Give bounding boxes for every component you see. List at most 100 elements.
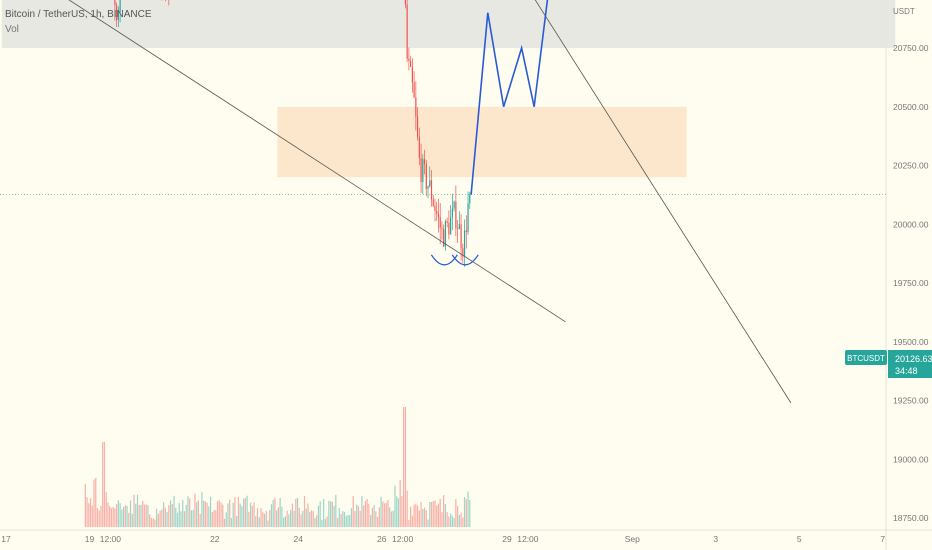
candle-body-198 — [429, 180, 431, 187]
volume-bar-196 — [425, 510, 427, 527]
time-axis[interactable]: 17 19 12:00 22 24 26 12:00 29 12:00 Sep 3 5 7 — [1, 534, 885, 544]
volume-bar-26 — [129, 500, 132, 527]
volume-bar-139 — [326, 516, 328, 527]
volume-bar-73 — [211, 512, 213, 527]
volume-bar-201 — [434, 500, 436, 527]
volume-bar-105 — [267, 520, 269, 527]
volume-bar-86 — [234, 497, 236, 527]
candle-body-202 — [436, 210, 438, 214]
volume-bar-143 — [333, 505, 335, 527]
candle-body-189 — [413, 82, 415, 98]
candle-body-200 — [432, 199, 434, 206]
trendline-1[interactable] — [186, 0, 792, 404]
volume-bar-204 — [439, 498, 441, 527]
ticker-label: BTCUSDT — [847, 354, 885, 363]
volume-bar-159 — [361, 496, 363, 527]
volume-bar-51 — [173, 495, 175, 527]
candle-body-216 — [460, 224, 462, 249]
price-axis[interactable]: 18750.00 19000.00 19250.00 19500.00 19750.00… — [893, 0, 929, 523]
volume-bar-24 — [126, 505, 128, 527]
volume-bar-192 — [418, 510, 420, 527]
y-tick-2: 19250.00 — [893, 396, 929, 406]
volume-bar-150 — [345, 516, 347, 527]
volume-bar-18 — [116, 504, 118, 527]
volume-bar-60 — [189, 498, 191, 527]
x-tick-3: 22 — [210, 534, 220, 544]
volume-bar-72 — [209, 496, 212, 527]
volume-bar-61 — [190, 510, 193, 527]
volume-bar-42 — [157, 513, 159, 527]
volume-bar-140 — [328, 500, 330, 527]
volume-bar-208 — [446, 512, 448, 527]
volume-bar-210 — [450, 513, 452, 527]
volume-bar-64 — [196, 502, 198, 527]
volume-bar-100 — [258, 517, 260, 527]
volume-bar-92 — [244, 497, 246, 527]
volume-bar-7 — [96, 508, 99, 527]
candle-body-19 — [117, 12, 119, 21]
volume-bar-94 — [248, 511, 250, 527]
volume-bar-179 — [396, 496, 398, 527]
volume-bar-119 — [291, 503, 293, 527]
chart-title: Bitcoin / TetherUS, 1h, BINANCE — [5, 9, 152, 20]
trendline-0[interactable] — [2, 0, 566, 323]
volume-bar-177 — [392, 510, 394, 527]
volume-bar-14 — [109, 506, 111, 527]
volume-bar-28 — [133, 494, 135, 527]
volume-bar-65 — [197, 500, 200, 527]
volume-bar-29 — [135, 503, 137, 527]
volume-bar-219 — [465, 499, 467, 527]
volume-bar-132 — [314, 518, 316, 527]
gray-zone-1[interactable] — [1, 0, 896, 48]
candle-body-194 — [422, 159, 424, 183]
projection-path[interactable] — [470, 0, 586, 195]
volume-bar-195 — [423, 507, 426, 527]
volume-bar-189 — [413, 504, 415, 527]
volume-bar-126 — [303, 495, 306, 527]
volume-bar-116 — [286, 510, 288, 527]
volume-bar-122 — [296, 497, 299, 527]
trendlines[interactable] — [2, 0, 792, 404]
volume-bar-206 — [443, 495, 445, 527]
volume-bar-50 — [171, 504, 173, 527]
volume-bar-77 — [218, 500, 220, 527]
volume-bar-43 — [159, 510, 161, 527]
y-tick-5: 20000.00 — [893, 219, 929, 229]
candle-body-215 — [458, 224, 460, 230]
volume-bar-81 — [225, 512, 227, 527]
volume-bar-188 — [411, 515, 413, 527]
volume-bar-134 — [317, 505, 320, 527]
orange-zone-3[interactable] — [277, 106, 687, 178]
y-tick-4: 19750.00 — [893, 278, 929, 288]
volume-bar-160 — [363, 505, 365, 527]
projection-drawing[interactable] — [430, 0, 590, 266]
volume-bar-156 — [356, 504, 358, 527]
volume-bar-97 — [253, 502, 255, 527]
last-price-value: 20126.63 — [895, 354, 932, 364]
volume-bar-168 — [376, 517, 379, 527]
zone-layer[interactable] — [1, 0, 896, 178]
volume-bar-70 — [206, 502, 208, 527]
volume-bar-124 — [300, 514, 302, 527]
volume-bar-96 — [251, 505, 253, 527]
volume-bar-20 — [119, 503, 121, 527]
bar-countdown: 34:48 — [895, 366, 918, 376]
candle-body-193 — [420, 157, 422, 183]
volume-bar-144 — [335, 494, 337, 527]
volume-bar-145 — [336, 517, 339, 527]
volume-bar-80 — [223, 518, 226, 527]
y-tick-0: 18750.00 — [893, 513, 929, 523]
volume-bar-9 — [100, 505, 102, 527]
volume-bar-17 — [114, 508, 116, 527]
last-price-badge: BTCUSDT 20126.63 34:48 — [845, 350, 932, 378]
volume-bar-211 — [451, 515, 453, 527]
volume-bar-5 — [93, 479, 95, 527]
volume-bar-146 — [338, 508, 340, 527]
volume-bar-49 — [169, 500, 172, 527]
x-tick-7: 29 — [502, 534, 512, 544]
volume-bar-46 — [164, 507, 166, 527]
volume-bar-212 — [453, 517, 455, 527]
candle-body-205 — [441, 227, 443, 230]
